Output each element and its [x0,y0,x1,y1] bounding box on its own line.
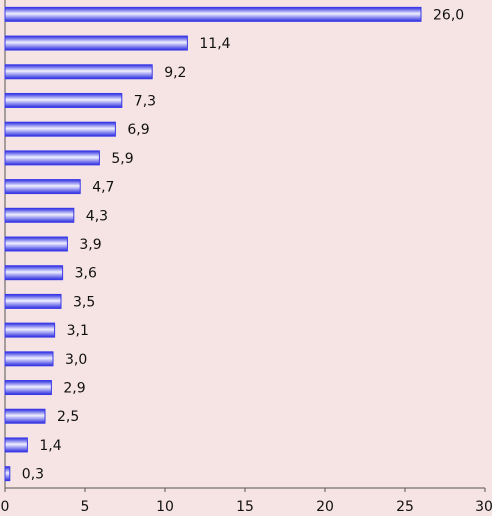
bar [4,322,56,338]
bar [4,207,75,223]
x-tick-label: 5 [81,499,90,515]
value-label: 4,7 [92,180,114,196]
value-label: 3,5 [73,294,95,310]
bar [4,35,188,51]
value-label: 6,9 [127,122,149,138]
value-label: 1,4 [39,438,61,454]
bar [4,265,64,281]
bar [4,293,62,309]
x-tick-label: 30 [475,499,492,515]
bar [4,437,28,453]
bar [4,150,100,166]
bar [4,408,46,424]
value-label: 2,5 [57,409,79,425]
bar [4,236,68,252]
value-label: 7,3 [134,93,156,109]
x-tick-label: 15 [236,499,254,515]
bar [4,64,153,80]
bar [4,380,52,396]
value-label: 11,4 [199,36,230,52]
value-label: 4,3 [86,208,108,224]
value-label: 2,9 [63,381,85,397]
value-label: 9,2 [164,65,186,81]
x-tick-label: 20 [316,499,334,515]
value-label: 26,0 [433,7,464,23]
bar [4,121,116,137]
value-label: 3,1 [67,323,89,339]
bar [4,179,81,195]
value-label: 5,9 [111,151,133,167]
bar [4,351,54,367]
x-tick-label: 25 [396,499,414,515]
value-label: 0,3 [22,467,44,483]
x-tick-label: 0 [1,499,10,515]
x-tick-label: 10 [156,499,174,515]
bar [4,92,123,108]
value-label: 3,6 [75,266,97,282]
value-label: 3,9 [79,237,101,253]
bar [4,6,422,22]
value-label: 3,0 [65,352,87,368]
bar [4,466,11,482]
